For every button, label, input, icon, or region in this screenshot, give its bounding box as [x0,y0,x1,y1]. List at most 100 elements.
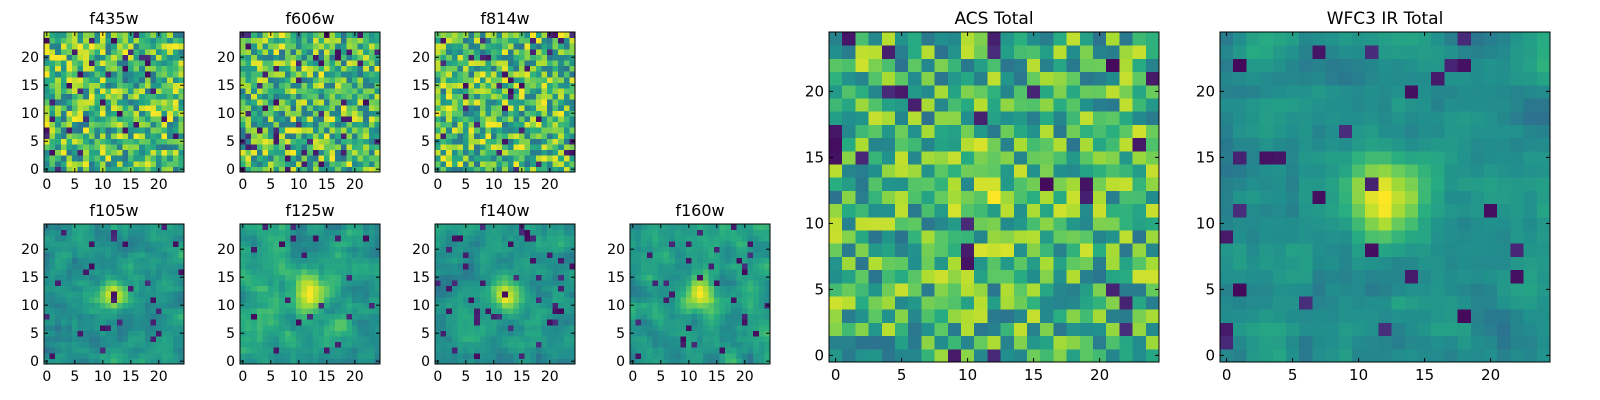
heatmap-cell [122,166,129,173]
heatmap-cell [974,216,988,231]
heatmap-cell [72,155,79,162]
heatmap-cell [55,347,62,354]
heatmap-cell [55,229,62,236]
heatmap-cell [1145,296,1160,310]
heatmap-cell [66,93,73,100]
heatmap-cell [630,291,637,298]
heatmap-cell [719,280,726,287]
heatmap-cell [357,330,364,337]
heatmap-cell [262,291,269,298]
heatmap-cell [251,60,258,67]
heatmap-cell [296,132,303,139]
heatmap-cell [245,82,252,89]
heatmap-cell [66,155,73,162]
heatmap-cell [307,263,314,270]
heatmap-cell [491,144,498,151]
heatmap-cell [133,116,140,123]
heatmap-cell [301,54,308,61]
heatmap-cell [66,149,73,156]
heatmap-cell [256,235,263,242]
heatmap-cell [652,285,659,292]
heatmap-cell [463,121,470,128]
heatmap-cell [1040,282,1054,297]
heatmap-cell [100,76,107,83]
heatmap-cell [368,116,375,123]
heatmap-cell [111,116,118,123]
heatmap-cell [686,285,693,292]
heatmap-cell [324,155,331,162]
heatmap-cell [245,352,252,359]
heatmap-cell [60,229,67,236]
y-tick-label: 0 [421,162,430,178]
heatmap-cell [451,127,458,134]
heatmap-cell [961,348,975,363]
heatmap-cell [44,132,51,139]
heatmap-cell [167,308,174,315]
heatmap-cell [714,263,721,270]
heatmap-cell [658,302,665,309]
heatmap-cell [435,71,442,78]
heatmap-cell [167,132,174,139]
heatmap-cell [435,280,442,287]
heatmap-cell [513,48,520,55]
heatmap-cell [468,82,475,89]
heatmap-cell [519,76,526,83]
heatmap-cell [646,252,653,259]
heatmap-cell [94,358,101,365]
heatmap-cell [881,322,896,337]
heatmap-cell [256,155,263,162]
heatmap-cell [451,116,458,123]
heatmap-cell [491,99,498,106]
heatmap-cell [122,82,129,89]
heatmap-cell [519,291,526,298]
heatmap-cell [279,104,286,111]
heatmap-cell [105,224,112,231]
heatmap-cell [111,229,118,236]
heatmap-cell [262,302,269,309]
heatmap-cell [172,302,179,309]
heatmap-cell [329,132,336,139]
heatmap-cell [541,76,548,83]
heatmap-cell [296,82,303,89]
panel-title: f606w [285,9,334,28]
heatmap-cell [77,93,84,100]
heatmap-cell [674,313,681,320]
heatmap-cell [301,155,308,162]
heatmap-cell [100,54,107,61]
heatmap-cell [485,99,492,106]
heatmap-cell [307,104,314,111]
heatmap-cell [686,302,693,309]
heatmap-cell [519,43,526,50]
heatmap-cell [541,235,548,242]
heatmap-cell [111,88,118,95]
axes-frame [239,223,381,365]
heatmap-cell [49,138,56,145]
heatmap-cell [908,203,922,218]
heatmap-cell [635,324,642,331]
heatmap-cell [519,324,526,331]
heatmap-cell [256,240,263,247]
heatmap-cell [245,43,252,50]
heatmap-cell [335,229,342,236]
heatmap-cell [318,308,325,315]
heatmap-cell [463,347,470,354]
heatmap-cell [72,257,79,264]
heatmap-cell [88,313,95,320]
heatmap-cell [290,336,297,343]
heatmap-cell [519,104,526,111]
heatmap-cell [94,324,101,331]
heatmap-cell [829,164,843,178]
heatmap-cell [530,99,537,106]
heatmap-cell [1132,256,1147,271]
heatmap-cell [974,243,988,257]
heatmap-cell [855,230,870,244]
heatmap-cell [324,308,331,315]
heatmap-cell [491,127,498,134]
heatmap-cell [161,308,168,315]
heatmap-cell [279,224,286,231]
x-tick-label: 10 [94,369,112,385]
heatmap-cell [468,224,475,231]
heatmap-cell [262,110,269,117]
heatmap-cell [312,43,319,50]
heatmap-cell [83,54,90,61]
